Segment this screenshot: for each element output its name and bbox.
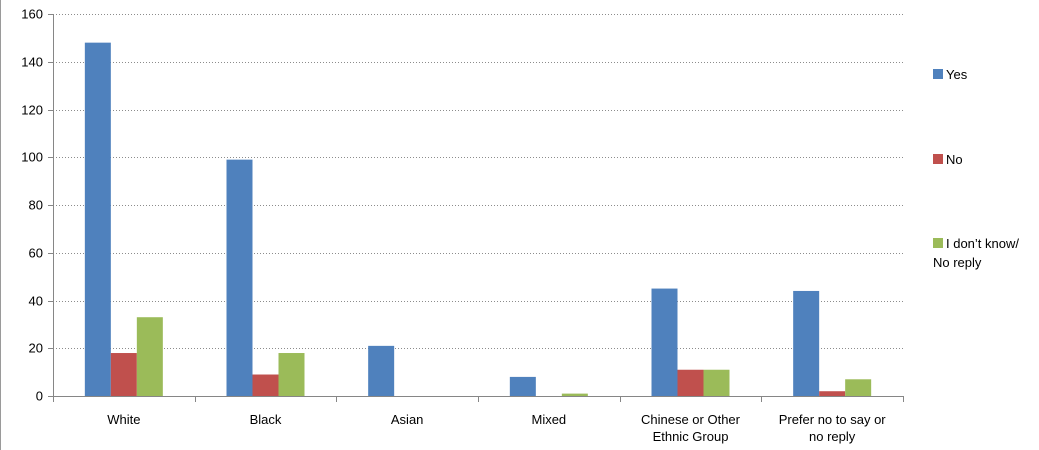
category-label: White <box>107 412 140 427</box>
category-label-line: no reply <box>809 429 856 444</box>
y-tick-label: 160 <box>21 7 43 22</box>
y-tick-label: 0 <box>36 389 43 404</box>
category-label: Chinese or Other Ethnic Group <box>641 412 741 444</box>
x-axis: White Black Asian Mixed Chinese or Other Ethn… <box>53 396 904 444</box>
y-tick-label: 60 <box>29 246 43 261</box>
category-label-line: Asian <box>391 412 424 427</box>
bar <box>677 369 704 396</box>
bar <box>703 369 730 396</box>
legend: Yes No I don’t know/No reply <box>933 67 1019 270</box>
category-label-line: Ethnic Group <box>653 429 729 444</box>
legend-label: No <box>946 152 963 167</box>
y-tick-label: 100 <box>21 150 43 165</box>
y-tick-label: 20 <box>29 341 43 356</box>
bar <box>136 317 163 396</box>
legend-label: I don’t know/No reply <box>933 236 1019 270</box>
y-tick-label: 80 <box>29 198 43 213</box>
bar <box>651 288 678 396</box>
legend-swatch <box>933 154 943 164</box>
bar <box>226 159 253 396</box>
y-tick-label: 120 <box>21 103 43 118</box>
y-tick-label: 40 <box>29 294 43 309</box>
category-label: Asian <box>391 412 424 427</box>
legend-label-line: No reply <box>933 255 982 270</box>
gridlines <box>53 14 903 349</box>
bar <box>368 345 395 396</box>
bar <box>110 353 137 396</box>
category-label-line: Mixed <box>531 412 566 427</box>
y-axis: 0 20 40 60 80 100 120 140 160 <box>21 7 54 404</box>
bar <box>561 393 588 396</box>
legend-swatch <box>933 69 943 79</box>
category-label: Black <box>250 412 282 427</box>
bar <box>819 391 846 396</box>
bar <box>509 376 536 396</box>
category-label: Prefer no to say or no reply <box>779 412 887 444</box>
category-label-line: White <box>107 412 140 427</box>
legend-label: Yes <box>946 67 968 82</box>
y-tick-label: 140 <box>21 55 43 70</box>
bar <box>793 290 820 396</box>
bar <box>845 379 872 396</box>
category-label-line: Chinese or Other <box>641 412 741 427</box>
bar <box>278 353 305 396</box>
legend-swatch <box>933 238 943 248</box>
bars <box>84 42 872 397</box>
category-label-line: Prefer no to say or <box>779 412 887 427</box>
category-label: Mixed <box>531 412 566 427</box>
bar <box>84 42 111 397</box>
category-label-line: Black <box>250 412 282 427</box>
bar <box>252 374 279 396</box>
legend-label-line: I don’t know/ <box>946 236 1019 251</box>
